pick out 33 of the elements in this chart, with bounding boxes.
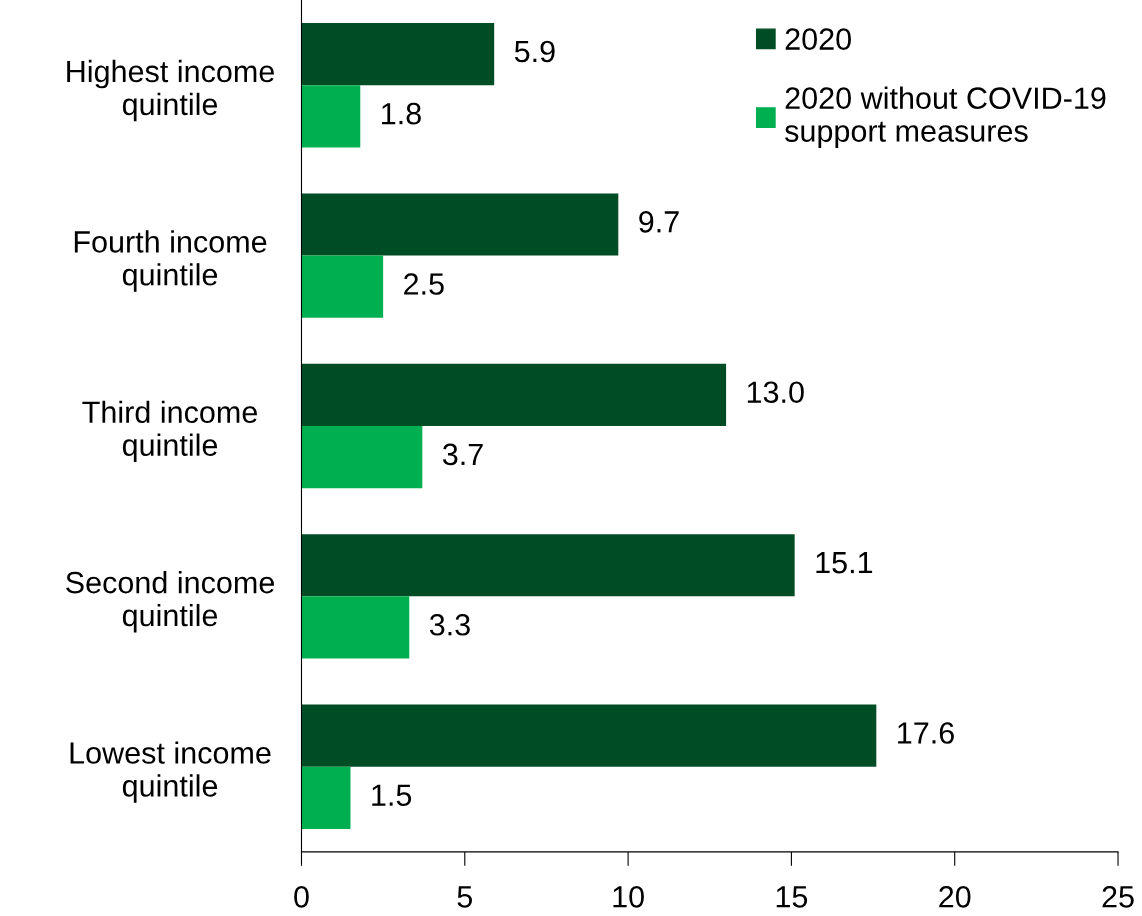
bar [301, 23, 495, 86]
y-tick-label: Second income quintile [66, 571, 274, 633]
text: 1.5 [372, 784, 412, 806]
y-tick-label: Highest income quintile [67, 59, 274, 122]
x-tick-label: 25 [1102, 886, 1134, 908]
x-tick-label: 20 [939, 886, 971, 908]
bar [301, 193, 619, 256]
y-tick-label: Fourth income quintile [74, 230, 267, 292]
text: 9.7 [639, 211, 679, 233]
bar [301, 85, 361, 148]
text: 5.9 [514, 40, 555, 63]
bar [301, 534, 795, 597]
x-tick-label: 10 [613, 886, 644, 908]
bar [301, 425, 423, 489]
bar [301, 766, 351, 829]
y-tick-label: Lowest income quintile [70, 741, 271, 803]
text: 13.0 [747, 381, 804, 404]
x-tick-label: 0 [294, 886, 309, 908]
bar [301, 363, 727, 426]
legend-label: 2020 without COVID-19 support measures [785, 86, 1106, 148]
legend-label: 2020 [785, 28, 851, 50]
bar [301, 704, 877, 767]
text: 3.7 [442, 443, 483, 466]
bar [301, 596, 410, 659]
text: 3.3 [429, 613, 470, 636]
bar [301, 255, 384, 318]
x-tick-label: 5 [457, 886, 473, 908]
y-tick-label: Third income quintile [82, 400, 257, 463]
text: 2.5 [404, 273, 444, 295]
text: 17.6 [898, 722, 954, 744]
text: 15.1 [816, 552, 873, 574]
x-tick-label: 15 [776, 886, 808, 908]
text: 1.8 [382, 102, 421, 125]
